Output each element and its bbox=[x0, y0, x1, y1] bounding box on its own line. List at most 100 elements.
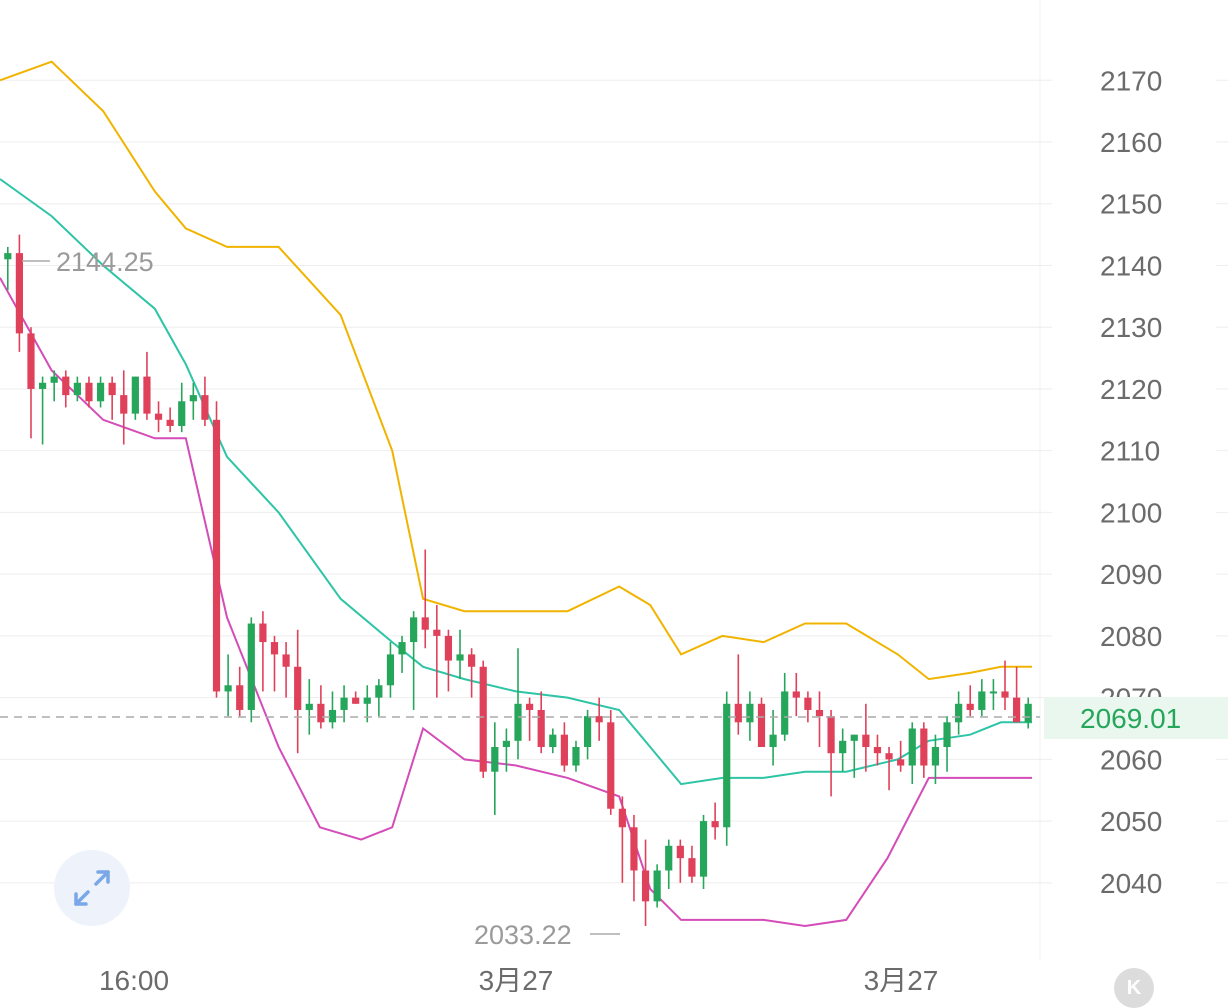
candle bbox=[166, 407, 174, 433]
candle-body bbox=[641, 870, 650, 902]
candle-body bbox=[247, 623, 255, 710]
y-tick-label: 2100 bbox=[1100, 497, 1162, 528]
candle bbox=[456, 629, 464, 680]
candle-body bbox=[236, 685, 244, 710]
candle-body bbox=[792, 691, 800, 698]
candle-body bbox=[189, 395, 197, 402]
y-tick-label: 2130 bbox=[1100, 312, 1162, 343]
candle-body bbox=[270, 642, 279, 655]
candle-body bbox=[827, 716, 835, 754]
candle-body bbox=[410, 617, 418, 643]
candle-body bbox=[618, 808, 626, 828]
candle-body bbox=[931, 747, 940, 766]
candle bbox=[120, 370, 128, 445]
candle-body bbox=[630, 827, 638, 871]
candle bbox=[978, 679, 986, 717]
candle-body bbox=[665, 845, 673, 871]
candle-body bbox=[143, 376, 151, 414]
annotations: 2144.25 2033.22 bbox=[22, 247, 620, 950]
candle-body bbox=[862, 734, 870, 748]
candle-body bbox=[433, 629, 441, 636]
candle-body bbox=[166, 419, 174, 426]
candle bbox=[665, 839, 673, 890]
y-tick-label: 2110 bbox=[1100, 436, 1160, 467]
candle bbox=[4, 246, 12, 291]
candle bbox=[317, 685, 325, 729]
candle bbox=[15, 234, 23, 352]
candle bbox=[595, 697, 603, 741]
candle bbox=[641, 839, 650, 927]
candle bbox=[827, 709, 835, 797]
candle bbox=[1001, 660, 1009, 710]
candle bbox=[734, 654, 742, 735]
candle-body bbox=[897, 759, 905, 766]
candle bbox=[421, 549, 429, 649]
candle bbox=[618, 796, 626, 883]
candle bbox=[282, 642, 290, 698]
y-tick-label: 2120 bbox=[1100, 374, 1162, 405]
k-badge[interactable]: K bbox=[1114, 968, 1154, 1008]
candle bbox=[468, 648, 476, 698]
candle-body bbox=[317, 703, 325, 723]
candle-body bbox=[943, 722, 951, 748]
candle bbox=[572, 740, 580, 772]
candle-body bbox=[769, 734, 777, 748]
candle bbox=[143, 351, 151, 420]
candle-body bbox=[804, 697, 812, 710]
candle bbox=[50, 370, 58, 402]
candle bbox=[897, 740, 905, 772]
candle-body bbox=[340, 697, 348, 710]
candle bbox=[27, 327, 35, 439]
candle-body bbox=[526, 703, 534, 710]
candle-body bbox=[873, 747, 882, 754]
candle bbox=[653, 864, 661, 908]
candle-body bbox=[259, 623, 267, 643]
candle-body bbox=[676, 845, 684, 859]
last-price-tag bbox=[1044, 697, 1228, 739]
candle-body bbox=[514, 703, 522, 741]
candle-body bbox=[595, 716, 603, 723]
candle bbox=[757, 697, 766, 748]
candle-body bbox=[375, 685, 383, 698]
candle-body bbox=[723, 703, 731, 828]
y-tick-label: 2060 bbox=[1100, 744, 1162, 775]
max-annotation: 2144.25 bbox=[56, 247, 154, 277]
candle bbox=[792, 672, 800, 717]
last-price-label: 2069.01 bbox=[1080, 703, 1181, 734]
candle-body bbox=[653, 870, 661, 902]
candle-body bbox=[839, 740, 847, 754]
candle-body bbox=[711, 821, 719, 828]
candle bbox=[398, 635, 406, 673]
candle bbox=[676, 839, 684, 883]
candle bbox=[549, 728, 557, 754]
candle-body bbox=[850, 734, 858, 741]
candle-body bbox=[966, 703, 974, 710]
candle-body bbox=[108, 382, 116, 396]
candle bbox=[746, 691, 754, 741]
candle-body bbox=[305, 703, 313, 710]
lower-band-line bbox=[0, 277, 1032, 928]
candle-body bbox=[212, 419, 221, 692]
expand-button[interactable] bbox=[54, 850, 130, 926]
candle bbox=[815, 691, 824, 748]
candle bbox=[920, 722, 928, 778]
candle bbox=[433, 605, 441, 698]
candle-body bbox=[1001, 691, 1009, 698]
candle-body bbox=[50, 376, 58, 383]
candle-body bbox=[4, 253, 12, 260]
y-tick-label: 2140 bbox=[1100, 250, 1162, 281]
candle-body bbox=[38, 382, 47, 389]
candle bbox=[340, 685, 348, 723]
candle bbox=[305, 679, 313, 735]
candle-body bbox=[294, 666, 302, 710]
y-axis-labels: 2170 2160 2150 2140 2130 2120 2110 2100 2090 2080… bbox=[1100, 65, 1162, 899]
candle-body bbox=[328, 709, 337, 723]
candle bbox=[201, 376, 209, 426]
y-tick-label: 2050 bbox=[1100, 806, 1162, 837]
candle bbox=[607, 709, 615, 815]
candle bbox=[294, 629, 302, 754]
candle-body bbox=[537, 709, 545, 748]
candle-body bbox=[444, 635, 453, 661]
candle bbox=[1013, 666, 1021, 723]
